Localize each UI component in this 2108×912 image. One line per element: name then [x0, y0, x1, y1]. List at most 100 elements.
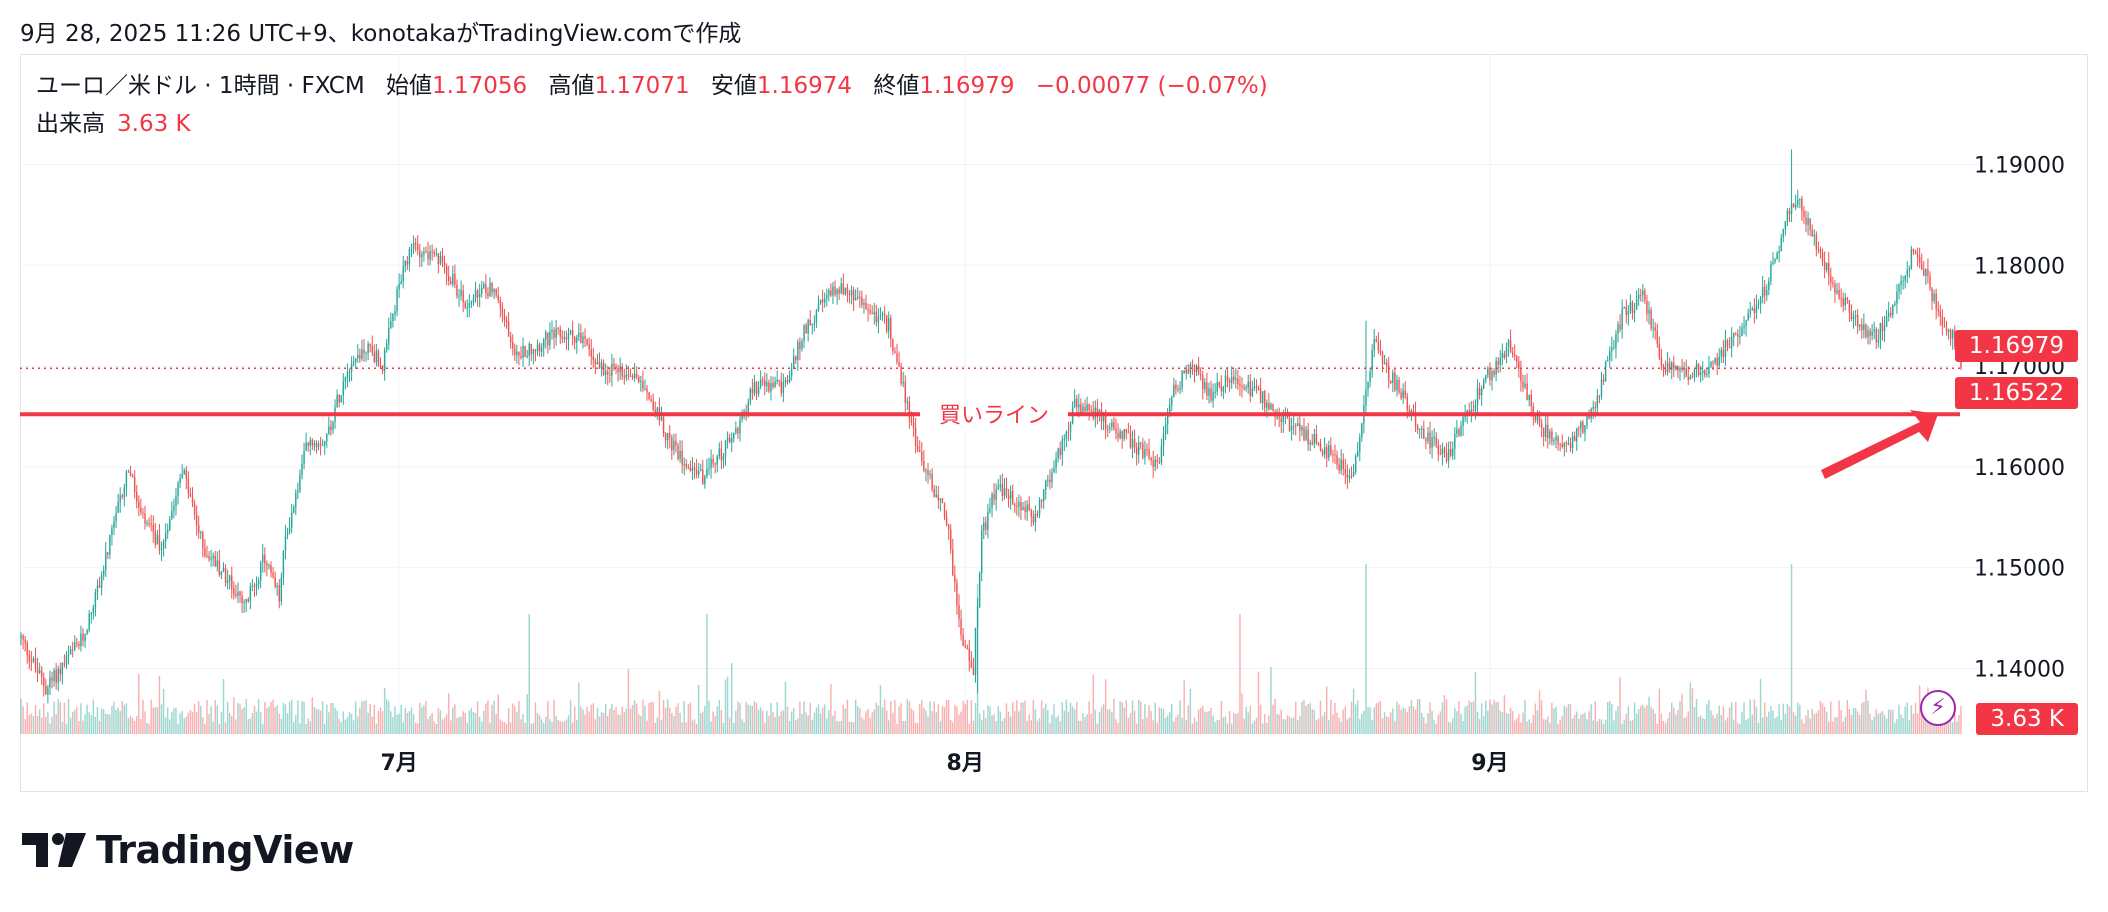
candle-body — [1569, 443, 1572, 449]
candle-body — [447, 275, 450, 281]
symbol-label[interactable]: ユーロ／米ドル · 1時間 · FXCM — [36, 73, 365, 99]
candle-body — [1352, 471, 1355, 477]
candle-body — [631, 376, 634, 379]
open-value: 1.17056 — [432, 73, 528, 99]
volume-bar — [1712, 714, 1714, 734]
volume-bar — [462, 711, 464, 734]
volume-bar — [1627, 706, 1630, 734]
candlestick-chart[interactable]: 買いライン 1.190001.180001.170001.160001.1500… — [20, 54, 2088, 792]
volume-bar — [885, 710, 888, 734]
volume-bar — [735, 710, 737, 734]
volume-bar — [834, 710, 836, 734]
volume-bar — [375, 723, 378, 734]
volume-bar — [1956, 721, 1958, 734]
candle-body — [1406, 396, 1409, 410]
candle-body — [900, 366, 902, 384]
candle-body — [1865, 324, 1867, 338]
volume-bar — [1272, 704, 1274, 734]
candle-body — [1668, 362, 1671, 370]
candle-body — [109, 534, 111, 555]
candle-body — [1359, 437, 1361, 452]
volume-bar — [1613, 720, 1615, 734]
volume-bar — [1569, 703, 1572, 734]
candle-body — [1001, 484, 1004, 497]
volume-bar — [1218, 720, 1221, 734]
candle-body — [1594, 407, 1597, 409]
volume-bar — [768, 715, 770, 734]
volume-bar — [561, 721, 564, 734]
candle-body — [1561, 444, 1563, 447]
volume-bar — [910, 708, 913, 734]
volume-bar — [1592, 720, 1594, 734]
volume-bar — [1158, 707, 1161, 734]
candle-body — [375, 350, 378, 363]
volume-bar — [45, 716, 47, 734]
candle-body — [545, 332, 547, 340]
volume-bar — [1228, 711, 1231, 734]
volume-bar — [941, 706, 944, 734]
candle-body — [947, 524, 950, 530]
volume-bar — [1059, 721, 1061, 734]
volume-bar — [528, 614, 530, 734]
candle-body — [175, 495, 177, 507]
volume-bar — [1761, 717, 1764, 734]
volume-bar — [522, 714, 524, 734]
candle-body — [687, 466, 690, 468]
volume-bar — [565, 719, 568, 734]
volume-bar — [1280, 709, 1282, 734]
candle-body — [1416, 425, 1419, 430]
volume-bar — [888, 720, 890, 734]
candle-body — [392, 313, 394, 322]
volume-bar — [28, 714, 31, 734]
volume-bar — [478, 716, 481, 734]
volume-bar — [1476, 711, 1479, 734]
candle-body — [588, 344, 590, 350]
volume-bar — [1648, 696, 1650, 734]
volume-bar — [210, 706, 212, 734]
candle-body — [1325, 447, 1328, 459]
volume-bar — [416, 723, 419, 734]
lightning-icon[interactable]: ⚡ — [1920, 690, 1956, 726]
volume-bar — [20, 699, 22, 734]
volume-bar — [1745, 719, 1747, 734]
candle-body — [995, 489, 997, 500]
volume-bar — [1892, 709, 1894, 734]
volume-bar — [1503, 695, 1506, 734]
candle-body — [952, 549, 954, 576]
volume-bar — [468, 710, 471, 734]
volume-bar — [1197, 709, 1200, 734]
volume-bar — [828, 709, 830, 734]
candle-body — [1049, 479, 1051, 483]
candle-body — [838, 289, 840, 294]
candle-body — [164, 532, 167, 542]
candle-body — [673, 440, 675, 451]
candle-body — [1026, 504, 1028, 513]
candle-body — [32, 658, 35, 662]
volume-bar — [650, 701, 652, 734]
volume-bar — [183, 718, 185, 734]
volume-bar — [489, 722, 491, 734]
candle-body — [507, 321, 510, 337]
candle-body — [1664, 369, 1667, 373]
volume-bar — [1468, 700, 1470, 734]
candle-body — [458, 295, 460, 297]
volume-bar — [623, 712, 626, 734]
candle-body — [278, 585, 281, 602]
candle-body — [1933, 293, 1935, 301]
volume-bar — [1739, 723, 1741, 734]
candle-body — [1007, 495, 1010, 499]
candle-body — [452, 273, 454, 285]
candle-body — [1530, 394, 1532, 407]
candle-body — [766, 382, 768, 387]
candle-body — [156, 534, 159, 545]
volume-bar — [324, 723, 326, 734]
candle-body — [1251, 388, 1254, 396]
volume-bar — [1435, 723, 1437, 734]
candle-body — [1449, 449, 1452, 456]
volume-bar — [487, 700, 489, 734]
candle-body — [1220, 385, 1223, 392]
volume-bar — [1664, 723, 1667, 734]
volume-bar — [933, 701, 935, 734]
candle-body — [565, 337, 568, 340]
volume-bar — [906, 699, 909, 734]
